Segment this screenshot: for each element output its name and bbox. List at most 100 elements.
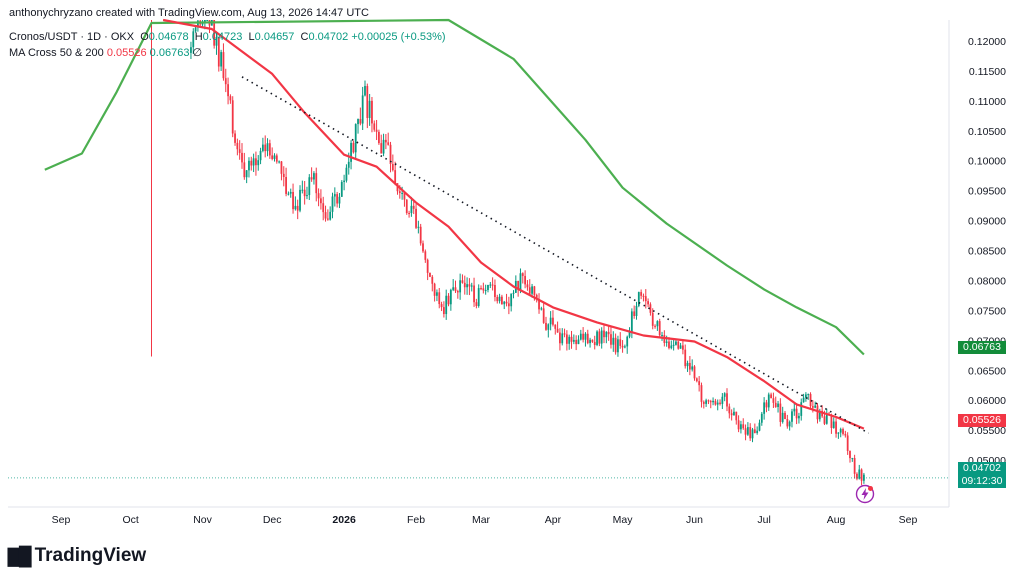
candle-body-57 [322,203,325,213]
candle-body-49 [303,189,306,197]
candle-body-270 [816,405,819,420]
candle-body-144 [524,275,527,285]
candle-body-233 [730,413,733,416]
candle-body-103 [429,272,431,277]
candle-body-179 [605,331,608,338]
candle-body-218 [695,378,698,382]
candle-body-183 [614,337,617,353]
candle-body-189 [628,332,631,337]
candle-body-201 [656,321,659,327]
ma200-value: 0.06763 [149,47,190,59]
candle-body-165 [572,339,575,342]
candle-body-123 [475,302,478,306]
tradingview-logo[interactable]: ▇█ TradingView [8,545,146,567]
candle-body-247 [763,402,766,414]
candle-body-125 [480,288,482,290]
candle-body-120 [468,284,471,287]
time-axis[interactable]: Sep Oct Nov Dec 2026 Feb Mar Apr May Jun Jul Aug Sep [52,514,918,526]
candle-body-214 [686,362,689,367]
candle-body-12 [217,36,220,67]
candle-body-15 [224,78,227,85]
candle-body-267 [809,394,812,407]
time-tick-4: 2026 [332,514,356,526]
candle-body-28 [255,158,257,166]
candle-body-48 [301,189,304,191]
candle-body-273 [823,416,826,424]
candle-body-245 [758,422,761,431]
candle-body-258 [788,421,791,427]
ma-legend[interactable]: MA Cross 50 & 200 0.05526 0.06763 ∅ [9,46,202,59]
candle-body-55 [317,193,320,199]
candle-body-193 [637,292,640,306]
time-tick-2: Nov [193,514,212,526]
candle-body-208 [672,344,675,346]
candle-body-32 [264,144,267,152]
candle-body-264 [802,397,805,403]
candle-body-177 [600,330,603,344]
time-tick-8: May [613,514,634,526]
candle-body-93 [405,199,408,213]
candle-body-54 [315,173,318,194]
ma50-value: 0.05526 [106,47,147,59]
candle-body-45 [294,205,297,210]
candle-body-85 [387,142,390,145]
price-tick-2: 0.11000 [969,96,1006,108]
candle-body-98 [417,226,420,228]
candle-body-289 [860,469,863,481]
candle-body-266 [807,394,810,396]
candle-body-96 [412,205,415,209]
chart-credit: anthonychryzano created with TradingView… [9,7,369,19]
candle-body-67 [345,167,348,181]
candle-body-281 [842,429,844,434]
candle-body-63 [336,194,339,204]
tradingview-logo-icon: ▇█ [8,545,32,566]
candle-body-287 [856,473,858,479]
candle-body-162 [565,334,568,344]
candle-body-99 [419,226,422,244]
candle-body-180 [607,331,610,335]
price-chart[interactable]: 0.12000 0.11500 0.11000 0.10500 0.10000 0.095… [0,0,1024,540]
candle-body-56 [320,198,322,204]
candle-body-25 [248,160,250,171]
symbol-legend[interactable]: Cronos/USDT · 1D · OKX O0.04678 H0.04723… [9,31,446,43]
candle-body-69 [350,142,352,162]
candle-body-29 [257,160,260,166]
candle-body-80 [375,129,378,132]
candle-body-196 [644,296,647,302]
price-tick-4: 0.10000 [968,156,1006,168]
candle-body-122 [473,285,475,303]
ma-name: MA Cross 50 & 200 [9,47,104,59]
candle-body-153 [545,322,547,330]
candle-body-176 [598,331,601,344]
candle-body-14 [222,52,225,79]
candle-body-47 [299,189,301,211]
candle-body-280 [839,429,842,433]
candle-body-10 [213,20,216,46]
price-axis[interactable]: 0.12000 0.11500 0.11000 0.10500 0.10000 0.095… [968,36,1006,467]
candle-body-184 [617,339,619,353]
ma200-line [44,18,865,356]
candle-body-30 [259,150,262,161]
candle-body-216 [691,366,694,370]
candle-body-46 [296,205,299,211]
candle-body-159 [559,332,561,344]
candle-body-64 [338,196,341,204]
candle-body-121 [470,285,473,287]
candle-body-20 [236,142,239,150]
price-tick-5: 0.09500 [968,186,1006,198]
candle-body-3 [197,20,199,28]
price-tick-8: 0.08000 [968,275,1006,287]
candle-body-84 [384,139,387,143]
candle-body-230 [723,393,726,397]
candle-body-43 [289,191,292,194]
candle-body-163 [568,336,571,344]
candle-body-7 [206,20,209,21]
price-tick-11: 0.06500 [968,365,1006,377]
last-price-label: 0.04702 09:12:30 [958,462,1006,488]
flash-alert-icon[interactable] [855,484,875,504]
candle-body-39 [280,161,283,174]
candle-body-182 [612,337,615,345]
time-tick-9: Jun [686,514,703,526]
candle-body-51 [308,177,311,196]
candle-body-244 [756,430,759,434]
